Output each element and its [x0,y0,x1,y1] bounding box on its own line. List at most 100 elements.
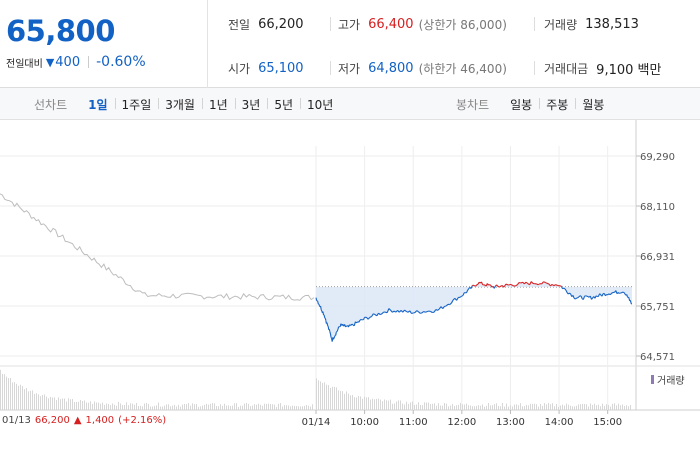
tab-period-3y[interactable]: 3년 [234,96,268,113]
volume-bar [462,404,463,410]
volume-bar [232,405,233,410]
price-line-segment [358,319,361,323]
volume-bar [294,405,295,410]
volume-bar [402,403,403,410]
price-line-segment [601,293,604,297]
price-line-segment [342,323,344,326]
price-line-segment [327,325,329,327]
volume-bar [290,406,291,410]
volume-bar [420,405,421,410]
volume-bar [100,403,101,410]
volume-bar [190,405,191,410]
volume-bar [464,404,465,410]
tab-candle-weekly[interactable]: 주봉 [539,96,575,113]
volume-bar [454,405,455,410]
tab-period-1d[interactable]: 1일 [88,97,108,112]
price-line-segment [363,317,366,320]
price-line-segment [509,283,511,286]
price-line-segment [409,310,412,314]
price-line-segment [378,312,381,316]
price-line-segment [537,283,541,286]
volume-bar [92,403,93,410]
volume-bar [38,394,39,410]
price-line-segment [595,295,598,297]
price-chart[interactable]: 69,290 68,110 66,931 65,751 64,571 01/14 10:0… [0,120,700,450]
volume-bar [528,405,529,410]
volume-bar [178,404,179,410]
price-line-segment [437,308,440,311]
volume-bar [328,385,329,410]
y-tick-label: 69,290 [640,152,675,163]
prev-day-line [0,193,315,301]
volume-bar [356,397,357,410]
price-line-segment [576,297,578,299]
volume-bar [282,406,283,410]
tab-period-1w[interactable]: 1주일 [114,96,159,113]
volume-bar [66,401,67,410]
price-line-segment [369,316,372,318]
volume-bar [396,401,397,410]
stat-value: 66,200 [258,16,304,32]
volume-bar [110,405,111,410]
volume-bar [620,405,621,410]
volume-bar [212,403,213,410]
price-line-segment [426,310,430,313]
price-line-segment [390,310,393,313]
volume-bar [556,403,557,410]
volume-bar [252,405,253,410]
stat-label: 고가 [338,17,361,32]
stat-value: 138,513 [585,16,639,32]
volume-bar [624,405,625,410]
chart-svg: 69,290 68,110 66,931 65,751 64,571 01/14 10:0… [0,120,700,428]
volume-bar [606,404,607,410]
volume-bar [480,405,481,410]
volume-bar [198,406,199,410]
volume-bar [588,406,589,410]
line-chart-label: 선차트 [34,97,68,112]
tab-period-10y[interactable]: 10년 [300,96,340,113]
volume-bar [280,403,281,410]
tab-period-1y[interactable]: 1년 [201,96,235,113]
price-box: 65,800 전일대비 ▼ 400 -0.60% [0,0,208,88]
volume-bar [406,401,407,410]
x-tick-label: 12:00 [447,417,476,428]
volume-bar [40,396,41,410]
tab-period-5y[interactable]: 5년 [267,96,300,113]
volume-bar [440,405,441,410]
stat-value: 65,100 [258,60,304,76]
volume-bar [526,404,527,410]
price-line-segment [379,313,383,316]
volume-bar [434,403,435,410]
price-line-segment [318,304,321,306]
volume-bar [4,374,5,410]
volume-bar [226,405,227,410]
volume-bar [598,404,599,410]
volume-bar [284,405,285,410]
volume-bar [302,406,303,410]
volume-bar [218,406,219,410]
volume-bar [28,391,29,410]
volume-bar [162,406,163,410]
volume-bar [260,404,261,410]
volume-bar [626,405,627,410]
volume-bar [536,404,537,410]
volume-bar [148,403,149,410]
tab-candle-monthly[interactable]: 월봉 [575,96,611,113]
stat-value: 9,100 백만 [596,62,662,78]
tab-candle-daily[interactable]: 일봉 [510,97,533,112]
volume-bar [472,406,473,410]
tab-period-3m[interactable]: 3개월 [158,96,202,113]
price-line-segment [404,309,407,312]
volume-bar [48,398,49,410]
price-line-segment [336,330,338,333]
volume-bar [90,401,91,410]
stat-low: 저가 64,800 (하한가 46,400) [338,60,507,76]
volume-bar [374,399,375,410]
volume-bar [628,406,629,410]
volume-bar [490,405,491,410]
volume-bar [364,396,365,410]
volume-bar [80,399,81,410]
volume-bar [270,403,271,410]
volume-bar [360,396,361,410]
change-value: 400 [55,54,81,70]
